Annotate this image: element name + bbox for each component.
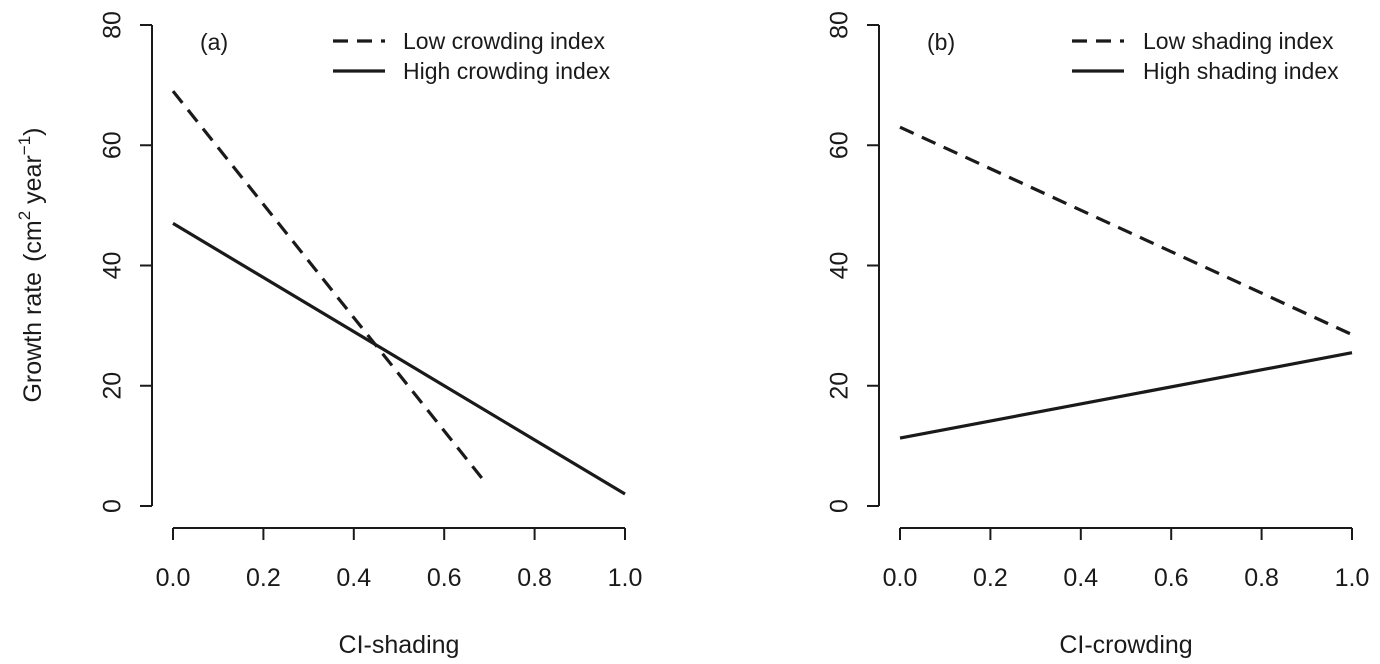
panel-a-x-tick-label: 0.8 (517, 564, 552, 592)
panel-a-y-tick-label: 0 (99, 499, 127, 513)
panel-a-y-tick-label: 80 (99, 11, 127, 39)
panel-b-y-tick-label: 0 (826, 499, 854, 513)
y-axis-title: Growth rate(cm2 year−1) (15, 127, 47, 402)
panel-b-y-tick-label: 80 (826, 11, 854, 39)
panel-b-legend-label-1: High shading index (1143, 58, 1339, 84)
panel-a-y-tick-label: 40 (99, 252, 127, 280)
panel-b-y-tick-label: 40 (826, 252, 854, 280)
panel-a-y-tick-label: 60 (99, 131, 127, 159)
panel-b-y-tick-label: 20 (826, 372, 854, 400)
panel-a-legend-label-0: Low crowding index (403, 28, 606, 54)
panel-a-legend-label-1: High crowding index (403, 58, 611, 84)
panel-b-x-tick-label: 0.4 (1063, 564, 1098, 592)
panel-a-label: (a) (200, 29, 228, 55)
panel-a-y-tick-label: 20 (99, 372, 127, 400)
panel-b-series-low-line (899, 125, 1353, 337)
panel-a-x-tick-label: 0.2 (246, 564, 281, 592)
panel-a-x-axis-title: CI-shading (339, 631, 460, 659)
panel-b-x-tick-label: 1.0 (1335, 564, 1370, 592)
panel-b-label: (b) (927, 29, 955, 55)
panel-a-series-high-line (172, 222, 626, 496)
panel-a-x-tick-label: 0.4 (336, 564, 371, 592)
panel-b-series-high-line (899, 351, 1353, 440)
panel-b-legend-label-0: Low shading index (1143, 28, 1334, 54)
panel-b-x-tick-label: 0.0 (883, 564, 918, 592)
panel-a-series-low-line (171, 90, 487, 483)
panel-b-x-tick-label: 0.2 (973, 564, 1008, 592)
panel-a-x-tick-label: 1.0 (608, 564, 643, 592)
panel-b-x-axis-title: CI-crowding (1059, 631, 1192, 659)
panel-b-y-tick-label: 60 (826, 131, 854, 159)
panel-b-x-tick-label: 0.8 (1244, 564, 1279, 592)
panel-a-x-tick-label: 0.6 (427, 564, 462, 592)
panel-b-x-tick-label: 0.6 (1154, 564, 1189, 592)
panel-a-x-tick-label: 0.0 (156, 564, 191, 592)
